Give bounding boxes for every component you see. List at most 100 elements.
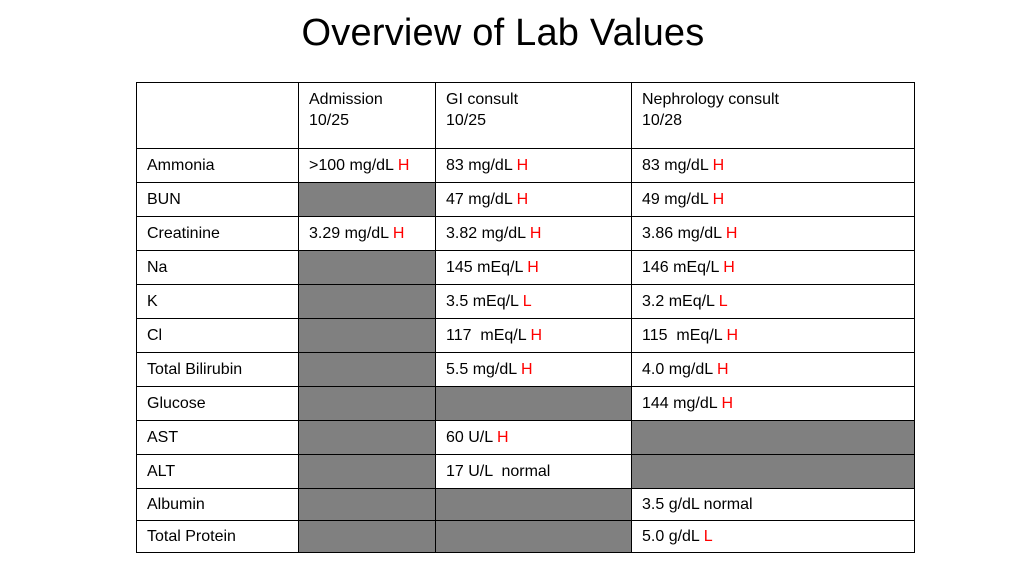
flag-indicator: H [521,361,533,378]
table-row: Cl 117 mEq/L H 115 mEq/L H [136,318,915,353]
lab-value: 5.5 mg/dL [446,361,517,378]
row-label: Cl [147,327,163,344]
table-row: Creatinine 3.29 mg/dL H 3.82 mg/dL H 3.86 m… [136,216,915,251]
value-cell: 3.2 mEq/L L [631,284,915,319]
flag-indicator: H [516,157,529,174]
flag-indicator: H [723,259,735,276]
flag-indicator: H [530,327,543,344]
table-row: Na 145 mEq/L H 146 mEq/L H [136,250,915,285]
row-label: BUN [147,191,181,208]
row-label-cell: Ammonia [136,148,299,183]
flag-indicator: H [529,225,542,242]
flag-indicator: H [392,225,405,242]
value-cell: 5.0 g/dL L [631,520,915,553]
value-cell: 60 U/L H [435,420,632,455]
flag-indicator: H [726,327,739,344]
value-cell: 83 mg/dL H [435,148,632,183]
slide-title: Overview of Lab Values [301,12,705,54]
table-row: BUN 47 mg/dL H 49 mg/dL H [136,182,915,217]
flag-indicator: H [721,395,734,412]
shaded-cell [298,488,436,521]
shaded-cell [298,420,436,455]
shaded-cell [298,386,436,421]
shaded-cell [631,454,915,489]
lab-values-table: Admission 10/25 GI consult 10/25 Nephrol… [136,82,915,553]
row-label-cell: Cl [136,318,299,353]
value-cell: 4.0 mg/dL H [631,352,915,387]
flag-indicator: H [516,191,529,208]
flag-indicator: L [718,293,728,310]
row-label-cell: Glucose [136,386,299,421]
shaded-cell [298,284,436,319]
row-label-cell: BUN [136,182,299,217]
shaded-cell [298,520,436,553]
flag-indicator: H [497,429,509,446]
value-cell: 3.5 mEq/L L [435,284,632,319]
lab-value: 47 mg/dL [446,191,513,208]
header-title: GI consult [446,91,519,108]
header-date: 10/25 [309,112,350,129]
table-header-row: Admission 10/25 GI consult 10/25 Nephrol… [136,82,915,149]
value-cell: 5.5 mg/dL H [435,352,632,387]
table-row: Ammonia >100 mg/dL H 83 mg/dL H 83 mg/dL H [136,148,915,183]
lab-values-body: Admission 10/25 GI consult 10/25 Nephrol… [136,82,915,553]
shaded-cell [631,420,915,455]
lab-value: 83 mg/dL [642,157,709,174]
value-cell: 3.82 mg/dL H [435,216,632,251]
value-cell: 145 mEq/L H [435,250,632,285]
row-label-cell: ALT [136,454,299,489]
shaded-cell [298,318,436,353]
shaded-cell [435,520,632,553]
flag-indicator: H [527,259,539,276]
lab-value: 144 mg/dL [642,395,718,412]
row-label-cell: AST [136,420,299,455]
header-cell-empty [136,82,299,149]
flag-indicator: H [712,191,725,208]
row-label-cell: K [136,284,299,319]
table-row: ALT 17 U/L normal [136,454,915,489]
header-cell-admission: Admission 10/25 [298,82,436,149]
table-row: Albumin 3.5 g/dL normal [136,488,915,521]
row-label: Glucose [147,395,206,412]
row-label-cell: Albumin [136,488,299,521]
value-cell: 17 U/L normal [435,454,632,489]
row-label: Creatinine [147,225,220,242]
row-label-cell: Total Bilirubin [136,352,299,387]
shaded-cell [298,352,436,387]
lab-value: 17 U/L normal [446,463,551,480]
lab-value: 115 mEq/L [642,327,723,344]
value-cell: >100 mg/dL H [298,148,436,183]
value-cell: 115 mEq/L H [631,318,915,353]
lab-value: 146 mEq/L [642,259,719,276]
lab-value: 145 mEq/L [446,259,523,276]
row-label: K [147,293,158,310]
shaded-cell [298,250,436,285]
lab-value: 49 mg/dL [642,191,709,208]
header-date: 10/28 [642,112,683,129]
lab-value: 5.0 g/dL [642,528,700,545]
flag-indicator: H [397,157,410,174]
header-cell-nephrology-consult: Nephrology consult 10/28 [631,82,915,149]
value-cell: 49 mg/dL H [631,182,915,217]
row-label-cell: Na [136,250,299,285]
flag-indicator: H [712,157,725,174]
lab-value: 4.0 mg/dL [642,361,713,378]
row-label: AST [147,429,179,446]
lab-value: 117 mEq/L [446,327,527,344]
row-label: ALT [147,463,176,480]
shaded-cell [298,182,436,217]
value-cell: 83 mg/dL H [631,148,915,183]
lab-value: >100 mg/dL [309,157,394,174]
table-row: Total Bilirubin 5.5 mg/dL H 4.0 mg/dL H [136,352,915,387]
value-cell: 3.86 mg/dL H [631,216,915,251]
row-label: Total Protein [147,528,236,545]
lab-value: 3.82 mg/dL [446,225,526,242]
shaded-cell [298,454,436,489]
row-label: Albumin [147,496,205,513]
lab-value: 3.86 mg/dL [642,225,722,242]
flag-indicator: H [725,225,738,242]
shaded-cell [435,488,632,521]
row-label: Ammonia [147,157,215,174]
value-cell: 146 mEq/L H [631,250,915,285]
value-cell: 47 mg/dL H [435,182,632,217]
